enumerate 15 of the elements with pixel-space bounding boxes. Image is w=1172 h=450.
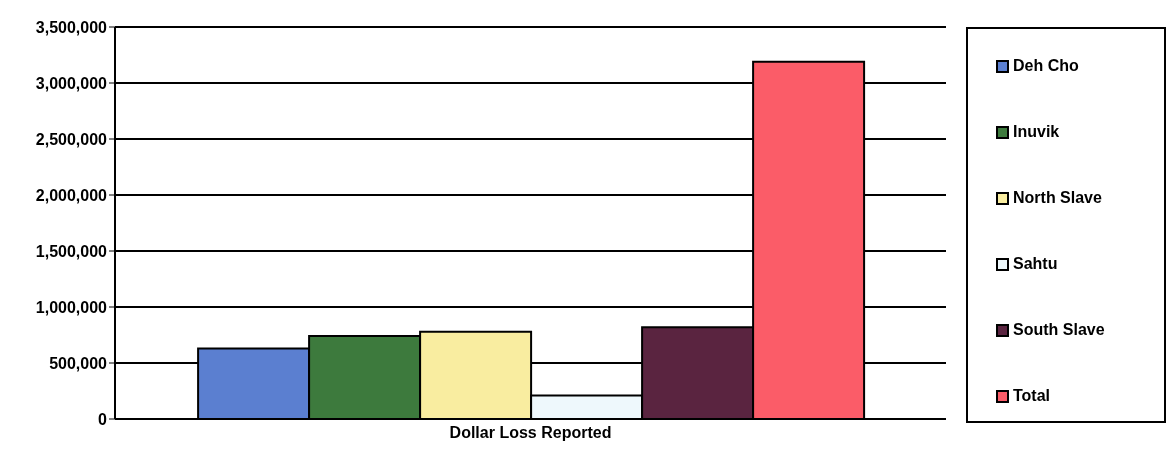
legend-label: North Slave xyxy=(1013,189,1102,207)
legend-label: Inuvik xyxy=(1013,123,1060,141)
legend-label: Total xyxy=(1013,387,1051,405)
y-tick-label: 2,500,000 xyxy=(35,130,108,148)
y-tick-label: 0 xyxy=(98,410,108,428)
legend-label: South Slave xyxy=(1013,321,1105,339)
y-tick-label: 2,000,000 xyxy=(35,186,108,204)
y-tick-label: 3,000,000 xyxy=(35,74,108,92)
y-tick-label: 1,500,000 xyxy=(35,242,108,260)
y-tick-label: 500,000 xyxy=(49,354,108,372)
x-tick-label: Dollar Loss Reported xyxy=(449,424,612,442)
legend-label: Deh Cho xyxy=(1013,57,1079,75)
y-tick-label: 1,000,000 xyxy=(35,298,108,316)
y-tick-label: 3,500,000 xyxy=(35,18,108,36)
legend-label: Sahtu xyxy=(1013,255,1058,273)
